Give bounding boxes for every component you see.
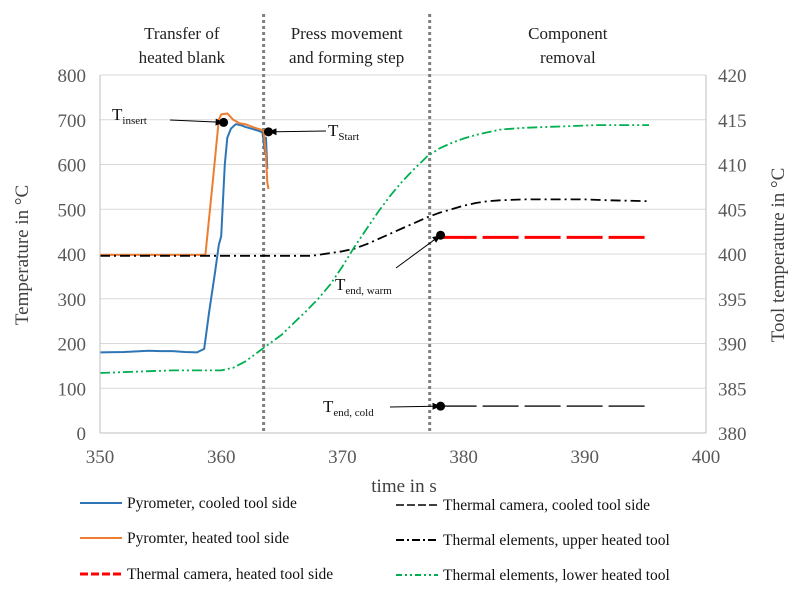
axes: 0 100 200 300 400 500 600 700 800 380 385 390 395 400… [58, 66, 747, 468]
y2-tick-label: 420 [718, 66, 747, 87]
annotation-subscript: insert [122, 115, 146, 127]
y2-tick-label: 405 [718, 200, 747, 221]
y-tick-label: 400 [58, 245, 87, 266]
annotation-arrow [395, 234, 441, 269]
legend-label: Thermal camera, heated tool side [127, 566, 333, 583]
annotation-arrow [169, 119, 224, 123]
annotation-subscript: end, cold [333, 407, 374, 419]
series-line [100, 198, 650, 257]
annotation-marker [436, 230, 446, 240]
y2-tick-label: 385 [718, 379, 747, 400]
series-line [99, 124, 649, 374]
y2-tick-label: 395 [718, 290, 747, 311]
legend-label: Thermal elements, upper heated tool [443, 532, 670, 549]
y2-tick-label: 390 [718, 335, 747, 356]
annotations: Tinsert TStart Tend, warm Tend, cold [112, 105, 446, 419]
series-line [100, 112, 270, 256]
legend-label: Thermal elements, lower heated tool [443, 567, 670, 584]
y2-tick-label: 410 [718, 156, 747, 177]
legend-label: Pyromter, heated tool side [127, 530, 289, 547]
annotation-marker [219, 117, 229, 127]
legend-label: Pyrometer, cooled tool side [127, 495, 297, 512]
x-tick-label: 350 [86, 447, 115, 468]
y-tick-label: 700 [58, 111, 87, 132]
y-tick-label: 500 [58, 200, 87, 221]
y2-tick-label: 380 [718, 424, 747, 445]
y-tick-label: 600 [58, 156, 87, 177]
x-axis-label: time in s [371, 476, 436, 497]
series-lines [99, 112, 650, 408]
phase-label: removal [540, 48, 596, 67]
legend-label: Thermal camera, cooled tool side [443, 497, 650, 514]
annotation-label: Tend, warm [335, 275, 392, 297]
phase-label: Component [528, 24, 608, 43]
annotation-marker [436, 401, 446, 411]
y-tick-label: 300 [58, 290, 87, 311]
phase-dividers: Transfer of heated blank Press movement and… [139, 14, 608, 433]
x-tick-label: 380 [449, 447, 478, 468]
series-line [99, 123, 269, 354]
y2-tick-label: 415 [718, 111, 747, 132]
phase-label: Press movement [291, 24, 403, 43]
y-tick-label: 100 [58, 379, 87, 400]
x-tick-label: 370 [328, 447, 357, 468]
annotation-arrow [389, 405, 441, 408]
x-tick-label: 390 [571, 447, 600, 468]
annotation-label: Tinsert [112, 105, 147, 127]
annotation-label: TStart [328, 121, 359, 143]
x-tick-label: 400 [692, 447, 721, 468]
y-tick-label: 800 [58, 66, 87, 87]
annotation-subscript: end, warm [345, 285, 392, 297]
phase-label: and forming step [289, 48, 404, 67]
y2-axis-label: Tool temperature in °C [768, 168, 789, 343]
annotation-arrow [268, 130, 327, 133]
annotation-marker [263, 127, 273, 137]
annotation-label: Tend, cold [323, 397, 374, 419]
legend: Pyrometer, cooled tool side Pyromter, hea… [80, 495, 670, 584]
y-tick-label: 200 [58, 335, 87, 356]
phase-label: Transfer of [144, 24, 220, 43]
annotation-subscript: Start [338, 131, 359, 143]
y-tick-label: 0 [77, 424, 87, 445]
y2-tick-label: 400 [718, 245, 747, 266]
x-tick-label: 360 [207, 447, 236, 468]
phase-label: heated blank [139, 48, 226, 67]
y-axis-label: Temperature in °C [12, 185, 33, 325]
